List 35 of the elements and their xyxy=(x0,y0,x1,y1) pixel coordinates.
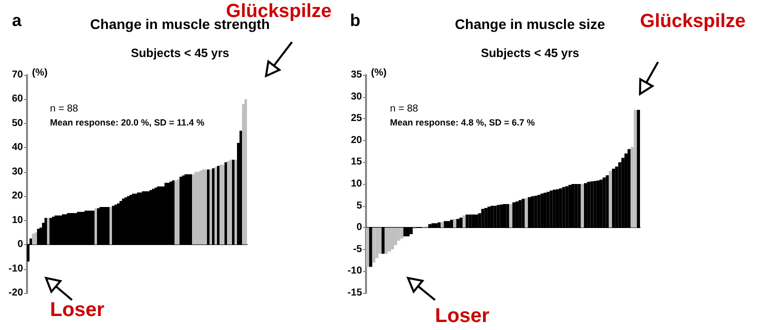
annotation: Mean response: 20.0 %, SD = 11.4 % xyxy=(50,118,204,128)
y-tick-label: 10 xyxy=(350,178,362,190)
chart-subtitle: Subjects < 45 yrs xyxy=(130,46,230,60)
y-tick-label: 15 xyxy=(350,156,362,168)
text: b xyxy=(350,11,360,30)
y-axis-title: (%) xyxy=(32,68,48,78)
y-axis-title: (%) xyxy=(371,68,387,78)
y-tick-label: 30 xyxy=(350,91,362,102)
y-tick-label: 35 xyxy=(350,70,362,80)
y-tick-label: 10 xyxy=(12,214,24,226)
y-tick-label: -10 xyxy=(8,263,24,274)
y-tick-label: -20 xyxy=(8,288,24,298)
y-tick-label: 40 xyxy=(12,142,24,154)
y-tick-label: 25 xyxy=(350,113,362,124)
y-tick-label: 0 xyxy=(17,239,24,250)
y-tick-label: 70 xyxy=(12,70,24,80)
annotation: n = 88 xyxy=(390,104,419,114)
text: Glückspilze xyxy=(640,11,746,32)
y-tick-label: 5 xyxy=(356,200,362,212)
y-tick-label: 30 xyxy=(12,166,24,178)
y-tick-label: 20 xyxy=(12,190,24,202)
chart-subtitle: Subjects < 45 yrs xyxy=(480,46,580,60)
y-tick-label: 50 xyxy=(12,118,24,129)
y-tick-label: -10 xyxy=(348,266,362,277)
text: Loser xyxy=(435,305,490,327)
y-tick-label: -5 xyxy=(353,244,362,255)
chart-title: Change in muscle size xyxy=(454,16,606,32)
annotation: Mean response: 4.8 %, SD = 6.7 % xyxy=(390,118,535,128)
y-tick-label: 0 xyxy=(356,222,362,234)
y-tick-label: 20 xyxy=(350,134,362,146)
y-tick-label: -15 xyxy=(348,288,362,298)
text: Loser xyxy=(50,299,105,321)
text: a xyxy=(12,11,22,30)
y-tick-label: 60 xyxy=(12,94,24,105)
annotation: n = 88 xyxy=(50,104,79,114)
